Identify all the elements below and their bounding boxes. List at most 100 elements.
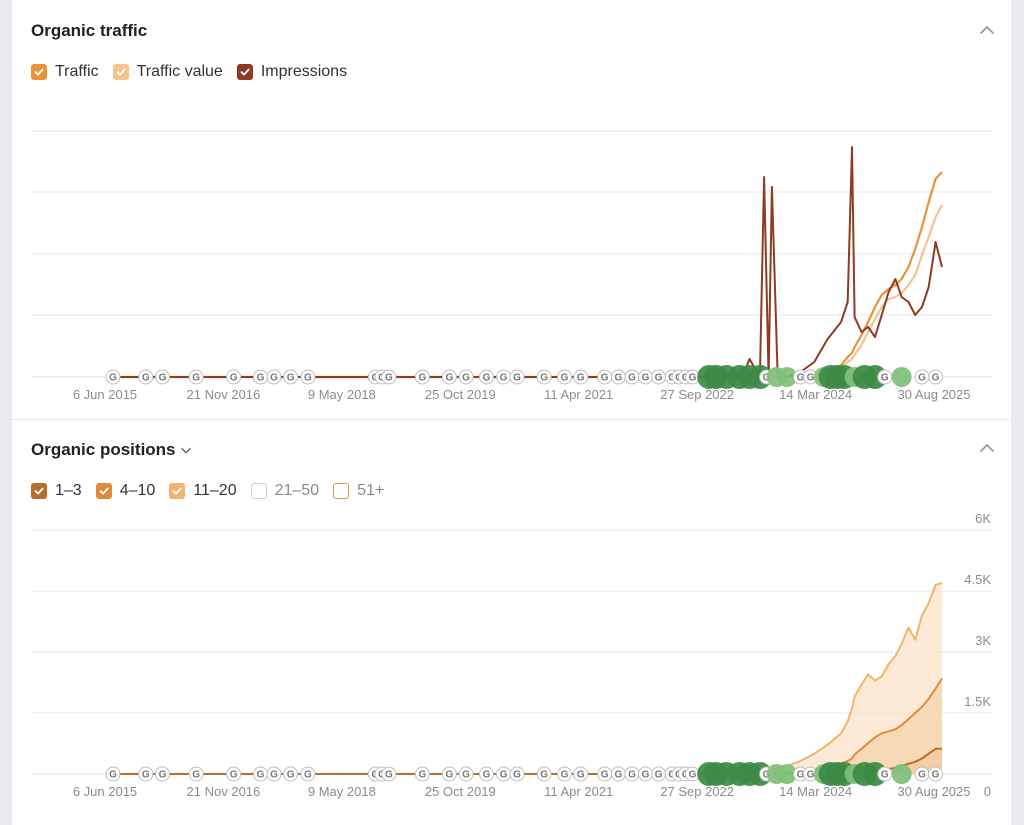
google-g-icon: G — [418, 373, 426, 384]
google-update-circle — [105, 766, 121, 782]
traffic-legend-item-0[interactable]: Traffic — [31, 63, 99, 81]
google-g-icon: G — [932, 373, 940, 384]
google-g-icon: G — [483, 770, 491, 781]
google-update-circle — [188, 369, 204, 385]
google-update-marker: G — [283, 766, 299, 782]
google-update-circle — [105, 369, 121, 385]
checkbox-icon[interactable] — [169, 483, 186, 499]
x-tick-label: 25 Oct 2019 — [425, 387, 496, 402]
google-update-minor-marker — [776, 764, 797, 784]
traffic-legend-item-1[interactable]: Traffic value — [112, 63, 223, 81]
x-tick-label: 27 Sep 2022 — [660, 387, 734, 402]
series-line-2 — [113, 146, 943, 378]
positions-legend-item-1[interactable]: 4–10 — [95, 482, 155, 500]
traffic-legend-item-2[interactable]: Impressions — [236, 63, 347, 81]
google-g-icon: G — [540, 373, 548, 384]
google-update-circle — [509, 766, 525, 782]
google-update-circle — [928, 369, 944, 385]
y-tick-label: 6K — [975, 511, 991, 526]
google-g-icon: G — [270, 770, 278, 781]
google-g-icon: G — [615, 770, 623, 781]
x-tick-label: 9 May 2018 — [308, 784, 376, 799]
google-update-marker: G — [610, 766, 626, 782]
google-g-icon: G — [642, 770, 650, 781]
google-g-icon: G — [797, 373, 805, 384]
google-update-minor-marker — [891, 764, 912, 784]
checkbox-icon[interactable] — [250, 483, 267, 499]
google-g-icon: G — [655, 770, 663, 781]
organic-positions-title-button[interactable]: Organic positions ⌵ — [31, 440, 191, 460]
google-update-circle — [226, 766, 242, 782]
checkbox-icon[interactable] — [95, 483, 112, 499]
checkbox-icon[interactable] — [236, 64, 253, 80]
google-update-circle — [458, 369, 474, 385]
google-g-icon: G — [797, 770, 805, 781]
checkbox-icon[interactable] — [31, 64, 47, 80]
traffic-legend: Traffic Traffic value Impressions — [31, 63, 347, 81]
google-g-icon: G — [601, 770, 609, 781]
google-update-circle — [381, 766, 397, 782]
positions-legend-item-2[interactable]: 11–20 — [169, 482, 237, 500]
google-update-circle — [188, 766, 204, 782]
google-g-icon: G — [304, 373, 312, 384]
google-g-icon: G — [540, 770, 548, 781]
checkbox-icon[interactable] — [333, 483, 350, 499]
x-tick-label: 11 Apr 2021 — [544, 784, 613, 799]
checkbox-icon[interactable] — [112, 64, 129, 80]
google-update-marker: G — [478, 369, 494, 385]
google-update-marker: G — [414, 766, 430, 782]
google-update-marker: G — [478, 766, 494, 782]
google-g-icon: G — [192, 770, 200, 781]
google-update-circle — [138, 766, 154, 782]
collapse-positions-button[interactable] — [977, 438, 997, 458]
google-g-icon: G — [807, 373, 815, 384]
checkbox-icon[interactable] — [31, 483, 47, 499]
positions-legend-item-4[interactable]: 51+ — [333, 482, 384, 500]
organic-positions-panel: Organic positions ⌵ 1–3 4–10 11–20 21–50 51+ … — [12, 420, 1011, 825]
google-update-circle — [414, 369, 430, 385]
google-g-icon: G — [561, 770, 569, 781]
positions-legend-label: 51+ — [357, 482, 385, 499]
google-g-icon: G — [462, 770, 470, 781]
google-g-icon: G — [483, 373, 491, 384]
google-update-marker: G — [597, 369, 613, 385]
google-g-icon: G — [561, 373, 569, 384]
google-update-marker: G — [154, 369, 170, 385]
google-update-marker: G — [266, 766, 282, 782]
google-g-icon: G — [577, 770, 585, 781]
google-update-circle — [154, 369, 170, 385]
google-update-circle — [283, 369, 299, 385]
google-update-marker: G — [458, 766, 474, 782]
google-update-marker: G — [637, 766, 653, 782]
x-tick-label: 21 Nov 2016 — [187, 784, 261, 799]
google-update-marker: G — [928, 766, 944, 782]
google-update-marker: G — [877, 369, 893, 385]
positions-legend-item-0[interactable]: 1–3 — [31, 482, 82, 500]
google-update-marker: G — [381, 369, 397, 385]
google-update-marker: G — [381, 766, 397, 782]
positions-legend: 1–3 4–10 11–20 21–50 51+ — [31, 482, 384, 500]
google-update-marker: G — [651, 369, 667, 385]
positions-legend-label: 21–50 — [274, 482, 320, 499]
positions-legend-item-3[interactable]: 21–50 — [250, 482, 320, 500]
x-tick-label: 30 Aug 2025 — [897, 387, 970, 402]
google-update-marker: G — [414, 369, 430, 385]
google-update-marker: G — [624, 369, 640, 385]
google-update-marker: G — [226, 369, 242, 385]
google-g-icon: G — [109, 770, 117, 781]
google-update-marker: G — [509, 369, 525, 385]
x-tick-label: 6 Jun 2015 — [73, 784, 137, 799]
google-update-marker: G — [651, 766, 667, 782]
collapse-traffic-button[interactable] — [977, 20, 997, 40]
google-update-marker: G — [914, 369, 930, 385]
google-update-circle — [536, 369, 552, 385]
google-g-icon: G — [159, 770, 167, 781]
google-update-marker: G — [266, 369, 282, 385]
google-update-marker: G — [188, 369, 204, 385]
google-g-icon: G — [601, 373, 609, 384]
x-tick-label: 14 Mar 2024 — [779, 784, 852, 799]
google-g-icon: G — [257, 373, 265, 384]
google-g-icon: G — [385, 373, 393, 384]
x-tick-label: 21 Nov 2016 — [187, 387, 261, 402]
google-update-marker: G — [610, 369, 626, 385]
